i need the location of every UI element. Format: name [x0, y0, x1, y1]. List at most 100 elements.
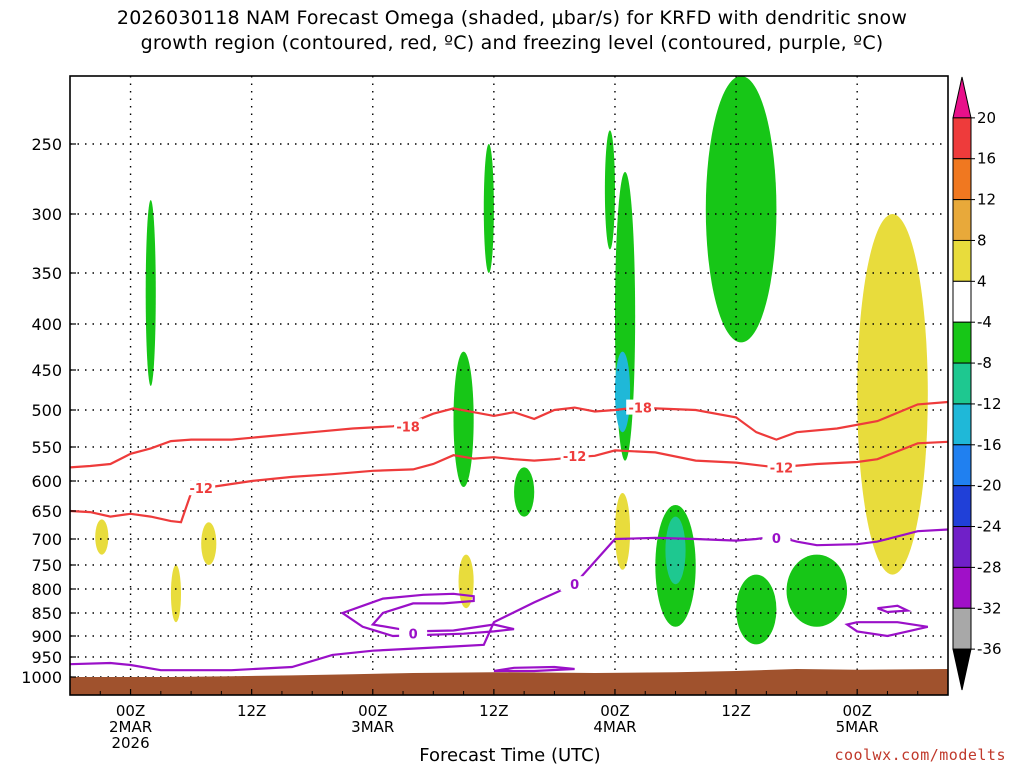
- colorbar-box-8: [952, 403, 972, 446]
- y-tick-label-750: 750: [31, 556, 62, 575]
- colorbar-box-3: [952, 199, 972, 241]
- y-tick-label-400: 400: [31, 315, 62, 334]
- x-tick-date-72: 4MAR: [593, 718, 636, 736]
- x-tick-date-24: 2MAR: [109, 718, 152, 736]
- colorbar-box-7: [952, 362, 972, 405]
- omega-region-5: [453, 351, 474, 487]
- label-freezing-c-bg: [762, 529, 791, 545]
- y-tick-label-900: 900: [31, 627, 62, 646]
- omega-region-17: [514, 467, 535, 517]
- colorbar-box-6: [952, 321, 972, 364]
- x-tick-date-48: 3MAR: [351, 718, 394, 736]
- plot-frame: [69, 75, 949, 696]
- x-tick-label-60: 12Z: [479, 702, 508, 720]
- y-tick-label-450: 450: [31, 361, 62, 380]
- omega-region-2: [170, 565, 182, 623]
- label-dgz-12-a-bg: [187, 480, 216, 496]
- contour-freezing-loop-1: [493, 665, 575, 673]
- y-tick-label-1000: 1000: [21, 668, 62, 687]
- colorbar-box-13: [952, 607, 972, 650]
- title-line-1: 2026030118 NAM Forecast Omega (shaded, μ…: [116, 7, 908, 29]
- contour-freezing-loop-0: [340, 592, 515, 638]
- x-axis-title: Forecast Time (UTC): [419, 745, 601, 766]
- ground-area: [70, 669, 948, 695]
- contour-freezing-loop-2: [877, 604, 912, 614]
- colorbar-box-4: [952, 239, 972, 282]
- colorbar-label-1: 16: [977, 150, 996, 168]
- contour-lines: -18 -18 -12 -12 -12 0 0 0: [70, 399, 948, 673]
- label-dgz-12-b-bg: [560, 447, 589, 463]
- ground-surface: [70, 669, 948, 695]
- y-tick-label-600: 600: [31, 472, 62, 491]
- x-tick-year-24: 2026: [111, 734, 149, 752]
- omega-region-15: [736, 574, 777, 645]
- label-freezing-b-bg: [399, 625, 428, 641]
- colorbar-label-0: 20: [977, 109, 996, 127]
- colorbar-label-9: -20: [977, 477, 1002, 495]
- title-line-2: growth region (contoured, red, ºC) and f…: [140, 32, 884, 54]
- chart-title: 2026030118 NAM Forecast Omega (shaded, μ…: [0, 6, 1024, 56]
- omega-region-12: [665, 516, 686, 585]
- omega-region-10: [614, 493, 631, 570]
- omega-shading: [95, 76, 928, 645]
- x-tick-label-48: 00Z: [358, 702, 387, 720]
- omega-region-1: [95, 519, 109, 555]
- colorbar-bottom-arrow: [952, 648, 972, 691]
- label-dgz-18-b: -18: [628, 402, 652, 417]
- label-dgz-12-a: -12: [189, 482, 213, 497]
- label-freezing-c: 0: [772, 532, 781, 547]
- colorbar-label-13: -36: [977, 640, 1002, 658]
- y-tick-label-300: 300: [31, 205, 62, 224]
- x-tick-date-96: 5MAR: [836, 718, 879, 736]
- colorbar-label-4: 4: [977, 272, 987, 290]
- colorbar-top-arrow: [952, 76, 972, 119]
- omega-region-16: [786, 554, 848, 627]
- contour-dgz-18: [70, 400, 948, 469]
- x-tick-label-96: 00Z: [842, 702, 871, 720]
- x-tick-label-36: 12Z: [237, 702, 266, 720]
- contour-freezing-loop-3: [844, 621, 929, 638]
- colorbar-label-7: -12: [977, 395, 1002, 413]
- y-tick-label-800: 800: [31, 580, 62, 599]
- colorbar-label-11: -28: [977, 558, 1002, 576]
- contour-dgz-12: [70, 440, 948, 524]
- credit-link[interactable]: coolwx.com/modelts: [834, 746, 1006, 764]
- y-tick-label-700: 700: [31, 530, 62, 549]
- label-freezing-b: 0: [409, 628, 418, 643]
- label-freezing-a: 0: [570, 578, 579, 593]
- colorbar-label-3: 8: [977, 231, 987, 249]
- omega-region-7: [604, 130, 615, 250]
- colorbar-label-8: -16: [977, 436, 1002, 454]
- label-dgz-18-a: -18: [396, 420, 420, 435]
- label-dgz-18-b-bg: [626, 399, 655, 415]
- colorbar-box-11: [952, 526, 972, 568]
- omega-region-9: [614, 351, 631, 433]
- colorbar-box-12: [952, 566, 972, 609]
- label-dgz-12-b: -12: [563, 450, 587, 465]
- y-tick-label-500: 500: [31, 401, 62, 420]
- colorbar-box-5: [952, 280, 972, 323]
- omega-region-14: [857, 213, 928, 575]
- omega-region-0: [145, 200, 156, 386]
- label-dgz-18-a-bg: [394, 418, 423, 434]
- x-tick-label-84: 12Z: [721, 702, 750, 720]
- y-tick-label-650: 650: [31, 502, 62, 521]
- colorbar-label-10: -24: [977, 518, 1002, 536]
- y-tick-label-350: 350: [31, 264, 62, 283]
- colorbar-box-10: [952, 485, 972, 528]
- colorbar: 20 16 12 8 4 -4 -8 -12 -16 -20 -24 -28 -32 -36: [952, 76, 1002, 691]
- x-tick-label-24: 00Z: [116, 702, 145, 720]
- colorbar-label-5: -4: [977, 313, 992, 331]
- y-tick-label-550: 550: [31, 438, 62, 457]
- colorbar-box-9: [952, 444, 972, 487]
- label-dgz-12-c: -12: [770, 461, 794, 476]
- omega-region-4: [483, 144, 494, 273]
- axes: 250 300 350 400 450 500 550 600 650 700 750 800 850 9…: [21, 75, 949, 752]
- omega-region-13: [705, 76, 777, 343]
- colorbar-box-1: [952, 117, 972, 160]
- label-freezing-a-bg: [560, 576, 589, 592]
- colorbar-label-2: 12: [977, 191, 996, 209]
- label-dgz-12-c-bg: [767, 459, 796, 475]
- omega-region-3: [201, 522, 217, 565]
